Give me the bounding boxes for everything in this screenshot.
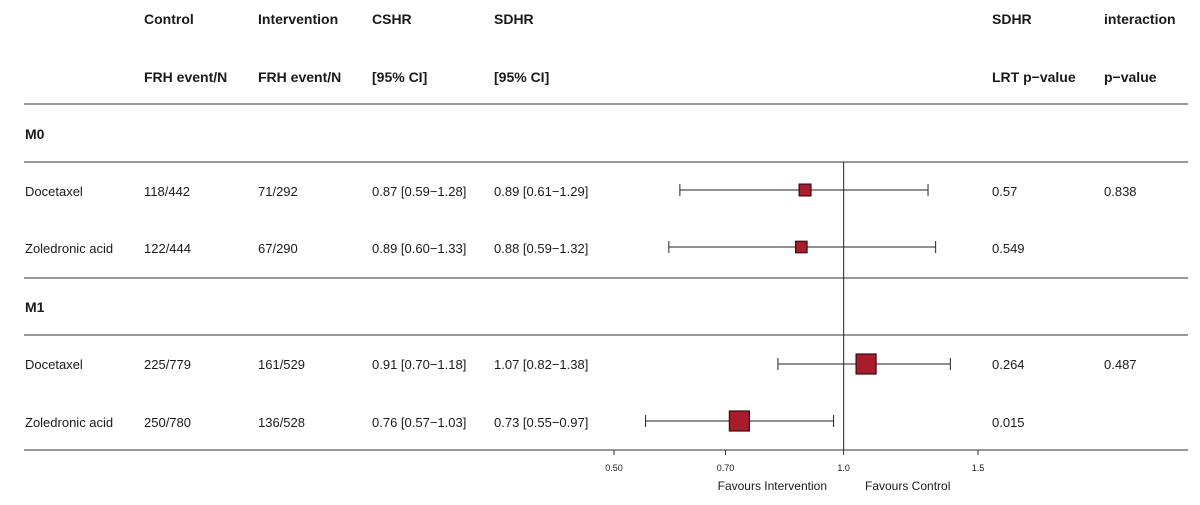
header-cshr-line2: [95% CI] bbox=[372, 69, 427, 85]
row-treatment: Docetaxel bbox=[25, 357, 83, 372]
row-intervention: 136/528 bbox=[258, 415, 305, 430]
favours-control-label: Favours Control bbox=[865, 479, 950, 493]
row-control: 122/444 bbox=[144, 241, 191, 256]
column-headers: Control FRH event/N Intervention FRH eve… bbox=[144, 11, 1176, 85]
header-control-line2: FRH event/N bbox=[144, 69, 227, 85]
row-cshr: 0.89 [0.60−1.33] bbox=[372, 241, 466, 256]
table-row: Zoledronic acid 250/780 136/528 0.76 [0.… bbox=[25, 415, 1025, 430]
x-tick-label: 0.50 bbox=[605, 463, 623, 473]
favours-intervention-label: Favours Intervention bbox=[718, 479, 827, 493]
row-lrt-p: 0.549 bbox=[992, 241, 1025, 256]
header-sdhr-line1: SDHR bbox=[494, 11, 534, 27]
point-estimate-marker bbox=[798, 183, 812, 197]
row-cshr: 0.76 [0.57−1.03] bbox=[372, 415, 466, 430]
row-control: 225/779 bbox=[144, 357, 191, 372]
row-cshr: 0.91 [0.70−1.18] bbox=[372, 357, 466, 372]
row-control: 250/780 bbox=[144, 415, 191, 430]
point-estimate-marker bbox=[794, 240, 808, 254]
x-tick-label: 1.0 bbox=[837, 463, 850, 473]
x-tick-label: 0.70 bbox=[717, 463, 735, 473]
row-intervention: 67/290 bbox=[258, 241, 298, 256]
row-sdhr: 0.88 [0.59−1.32] bbox=[494, 241, 588, 256]
row-sdhr: 1.07 [0.82−1.38] bbox=[494, 357, 588, 372]
row-intervention: 161/529 bbox=[258, 357, 305, 372]
header-lrt-line2: LRT p−value bbox=[992, 69, 1076, 85]
row-treatment: Zoledronic acid bbox=[25, 415, 113, 430]
point-estimate-marker bbox=[855, 353, 877, 375]
row-treatment: Docetaxel bbox=[25, 184, 83, 199]
table-row: Docetaxel 118/442 71/292 0.87 [0.59−1.28… bbox=[25, 184, 1137, 199]
row-lrt-p: 0.015 bbox=[992, 415, 1025, 430]
row-interaction-p: 0.838 bbox=[1104, 184, 1137, 199]
table-row: Docetaxel 225/779 161/529 0.91 [0.70−1.1… bbox=[25, 357, 1137, 372]
header-sdhr-line2: [95% CI] bbox=[494, 69, 549, 85]
row-sdhr: 0.89 [0.61−1.29] bbox=[494, 184, 588, 199]
table-row: Zoledronic acid 122/444 67/290 0.89 [0.6… bbox=[25, 241, 1025, 256]
row-intervention: 71/292 bbox=[258, 184, 298, 199]
header-interaction-line2: p−value bbox=[1104, 69, 1157, 85]
row-sdhr: 0.73 [0.55−0.97] bbox=[494, 415, 588, 430]
row-control: 118/442 bbox=[144, 184, 190, 199]
header-intervention-line2: FRH event/N bbox=[258, 69, 341, 85]
point-estimate-marker bbox=[728, 410, 750, 432]
header-control-line1: Control bbox=[144, 11, 194, 27]
header-cshr-line1: CSHR bbox=[372, 11, 412, 27]
row-lrt-p: 0.264 bbox=[992, 357, 1025, 372]
row-lrt-p: 0.57 bbox=[992, 184, 1017, 199]
group-label-m1: M1 bbox=[25, 299, 45, 315]
header-interaction-line1: interaction bbox=[1104, 11, 1176, 27]
row-cshr: 0.87 [0.59−1.28] bbox=[372, 184, 466, 199]
row-treatment: Zoledronic acid bbox=[25, 241, 113, 256]
x-tick-label: 1.5 bbox=[972, 463, 985, 473]
forest-plot-area: 0.50 0.70 1.0 1.5 bbox=[605, 162, 984, 473]
group-label-m0: M0 bbox=[25, 126, 45, 142]
row-interaction-p: 0.487 bbox=[1104, 357, 1137, 372]
header-lrt-line1: SDHR bbox=[992, 11, 1032, 27]
header-intervention-line1: Intervention bbox=[258, 11, 338, 27]
